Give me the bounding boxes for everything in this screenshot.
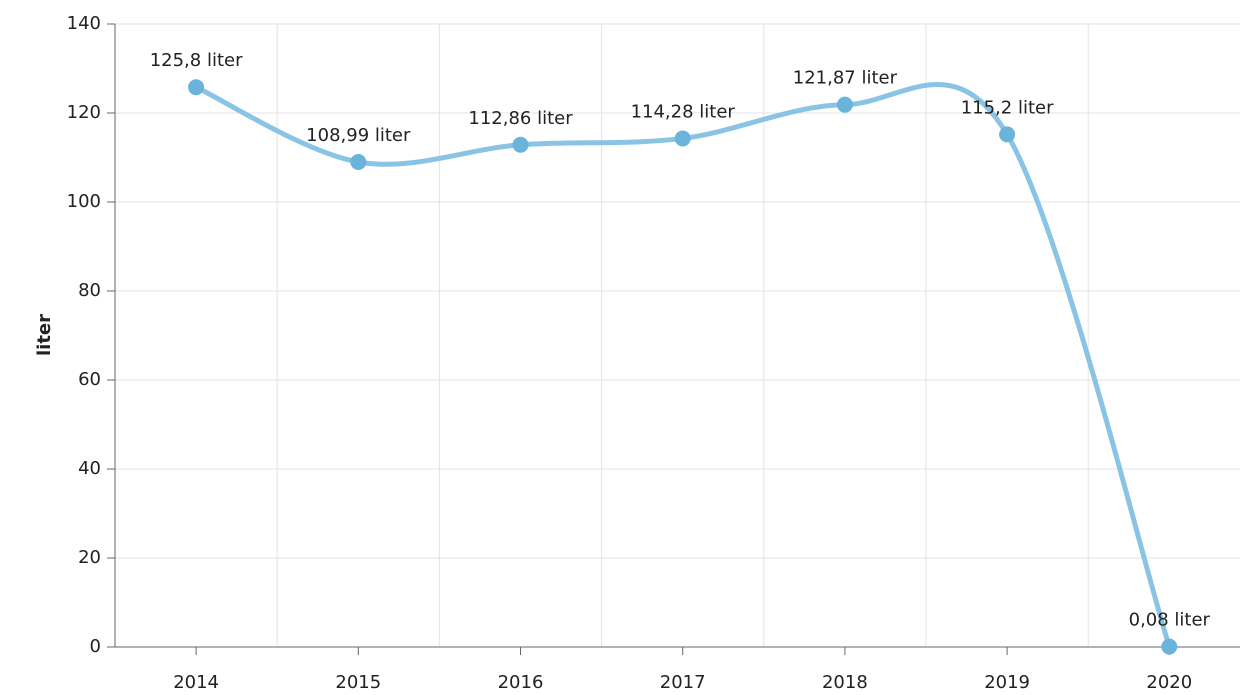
x-tick-label: 2018	[822, 672, 868, 693]
line	[193, 82, 1172, 650]
x-tick-label: 2020	[1146, 672, 1192, 693]
data-label: 112,86 liter	[468, 108, 573, 129]
y-axis-label: liter	[34, 314, 55, 356]
point	[836, 96, 853, 113]
y-tick-label: 40	[78, 458, 101, 479]
data-label: 125,8 liter	[150, 50, 243, 71]
x-tick-label: 2015	[335, 672, 381, 693]
x-tick-label: 2017	[660, 672, 706, 693]
y-tick-label: 100	[67, 191, 101, 212]
x-tick-label: 2019	[984, 672, 1030, 693]
y-tick-label: 20	[78, 547, 101, 568]
data-label: 121,87 liter	[793, 68, 898, 89]
y-tick-label: 0	[90, 636, 101, 657]
data-label: 115,2 liter	[961, 97, 1054, 118]
data-label: 0,08 liter	[1129, 610, 1211, 631]
point	[999, 126, 1016, 143]
point	[512, 136, 529, 153]
point	[188, 79, 205, 96]
y-tick-label: 120	[67, 102, 101, 123]
y-tick-label: 140	[67, 13, 101, 34]
point	[674, 130, 691, 147]
data-label: 114,28 liter	[631, 101, 736, 122]
x-tick-label: 2014	[173, 672, 219, 693]
y-tick-label: 80	[78, 280, 101, 301]
x-tick-label: 2016	[498, 672, 544, 693]
y-tick-label: 60	[78, 369, 101, 390]
data-label: 108,99 liter	[306, 125, 411, 146]
point	[350, 153, 367, 170]
point	[1161, 638, 1178, 655]
